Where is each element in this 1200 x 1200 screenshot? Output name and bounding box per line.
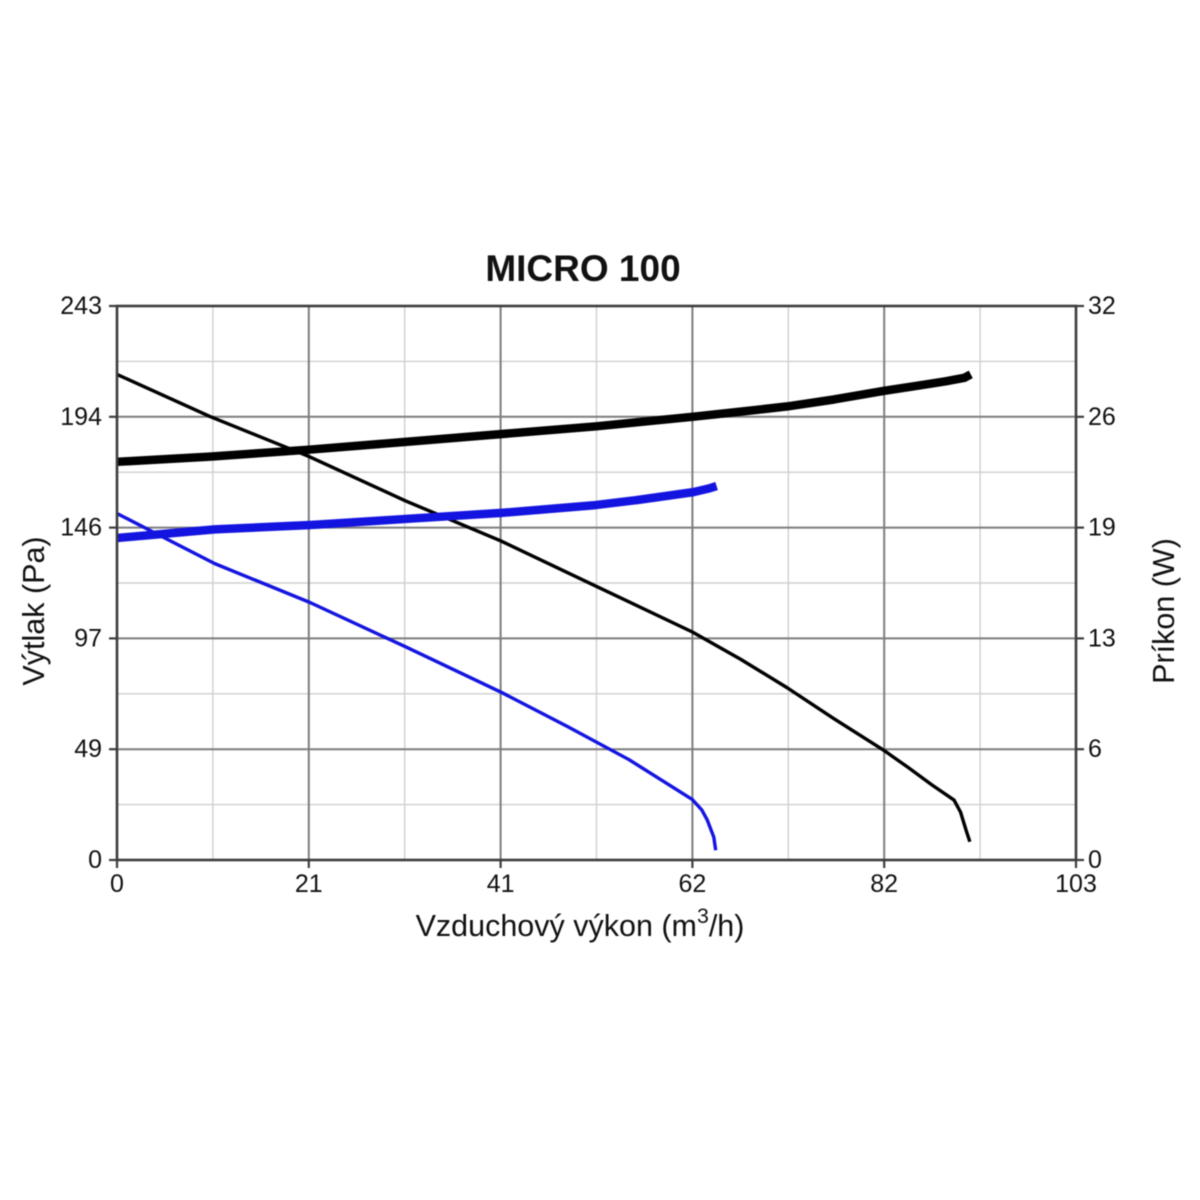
y-axis-title-left: Výtlak (Pa): [17, 536, 51, 685]
x-tick-label: 82: [870, 870, 898, 898]
superscript-3: 3: [697, 904, 709, 928]
axis-frame: [109, 304, 1084, 868]
y-right-tick-label: 13: [1088, 624, 1116, 652]
y-left-tick-label: 243: [60, 292, 102, 320]
curve-pressure-low-speed: [116, 511, 718, 851]
x-axis-title: Vzduchový výkon (m3/h): [416, 904, 745, 943]
y-left-tick-label: 49: [74, 735, 102, 763]
y-axis-title-right: Príkon (W): [1147, 538, 1181, 684]
curve-pressure-high-speed: [116, 372, 972, 843]
x-tick-label: 0: [110, 870, 124, 898]
curve-power-low-speed: [116, 481, 718, 543]
plot-border: [115, 304, 1078, 862]
chart-title: MICRO 100: [485, 248, 680, 289]
y-right-tick-label: 19: [1088, 514, 1116, 542]
curve-power-high-speed: [116, 370, 973, 467]
y-right-tick-label: 26: [1088, 403, 1116, 431]
y-left-tick-label: 97: [74, 624, 102, 652]
curves-layer: [116, 370, 973, 851]
x-tick-label: 103: [1055, 870, 1097, 898]
y-left-tick-label: 0: [88, 846, 102, 874]
y-right-tick-label: 0: [1088, 846, 1102, 874]
x-tick-label: 62: [678, 870, 706, 898]
x-tick-label: 41: [487, 870, 515, 898]
x-tick-label: 21: [295, 870, 323, 898]
grid-layer: [117, 306, 1076, 860]
y-right-tick-label: 6: [1088, 735, 1102, 763]
y-left-tick-label: 146: [60, 514, 102, 542]
y-left-tick-label: 194: [60, 403, 102, 431]
y-right-tick-label: 32: [1088, 292, 1116, 320]
